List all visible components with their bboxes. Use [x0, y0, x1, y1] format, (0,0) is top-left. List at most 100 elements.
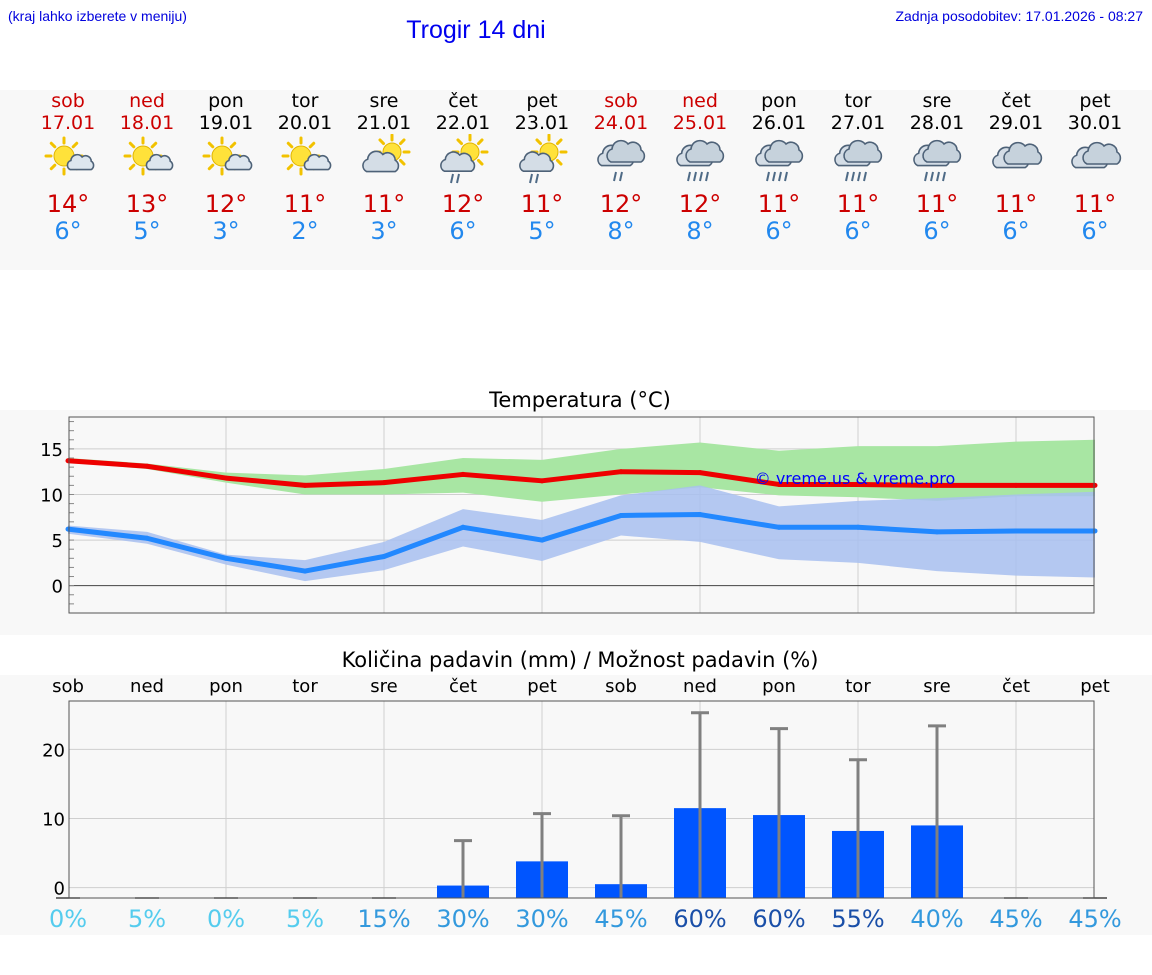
max-temp-line-point — [144, 463, 150, 469]
day-name: čet — [1001, 90, 1031, 112]
day-date: 28.01 — [909, 112, 965, 134]
sun-cloud-rain-icon — [518, 134, 567, 184]
menu-hint: (kraj lahko izberete v meniju) — [8, 8, 187, 24]
min-temp-line-point — [539, 537, 545, 543]
day-min-temp: 6° — [1081, 217, 1109, 245]
day-min-temp: 6° — [844, 217, 872, 245]
precip-probability: 30% — [515, 905, 568, 933]
day-min-temp: 2° — [291, 217, 319, 245]
max-temp-line-point — [381, 480, 387, 486]
precip-probability: 45% — [989, 905, 1042, 933]
precipitation-chart: 0 10 20 sob ned pon tor sre čet pet sob ned pon tor sr… — [42, 676, 1122, 933]
y-tick-label: 10 — [42, 810, 65, 831]
day-min-temp: 8° — [607, 217, 635, 245]
day-max-temp: 12° — [204, 190, 248, 218]
day-date: 18.01 — [119, 112, 175, 134]
day-name: čet — [448, 90, 478, 112]
day-date: 29.01 — [988, 112, 1044, 134]
max-temp-line — [67, 458, 1095, 488]
precip-probability: 30% — [436, 905, 489, 933]
day-min-temp: 3° — [212, 217, 240, 245]
day-date: 30.01 — [1067, 112, 1123, 134]
min-temp-line-point — [618, 512, 624, 518]
precip-probability: 45% — [1068, 905, 1121, 933]
day-min-temp: 5° — [528, 217, 556, 245]
last-update: Zadnja posodobitev: 17.01.2026 - 08:27 — [895, 8, 1143, 24]
day-max-temp: 11° — [994, 190, 1038, 218]
y-tick-label: 15 — [40, 440, 63, 461]
day-max-temp: 11° — [836, 190, 880, 218]
day-max-temp: 11° — [283, 190, 327, 218]
day-name: ned — [682, 90, 718, 112]
day-name: pet — [526, 90, 558, 112]
day-min-temp: 6° — [765, 217, 793, 245]
max-temp-line-point — [934, 482, 940, 488]
precip-probability: 0% — [207, 905, 245, 933]
max-temp-line-point — [1013, 482, 1019, 488]
day-name: sre — [369, 90, 399, 112]
day-max-temp: 11° — [520, 190, 564, 218]
day-max-temp: 12° — [678, 190, 722, 218]
temperature-chart-title: Temperatura (°C) — [489, 388, 671, 412]
x-category-label: tor — [292, 676, 318, 697]
x-category-label: čet — [1002, 676, 1030, 697]
cloud-heavy-rain-icon — [675, 139, 724, 182]
max-temp-line-point — [697, 470, 703, 476]
day-date: 20.01 — [277, 112, 333, 134]
day-min-temp: 6° — [449, 217, 477, 245]
day-date: 21.01 — [356, 112, 412, 134]
daily-forecast: sob 17.01 14° 6° ned 18.01 13° 5° pon 19.01 12° 3° t… — [0, 90, 1152, 270]
min-temp-band — [68, 485, 1095, 582]
precip-probability: 60% — [752, 905, 805, 933]
watermark: © vreme.us & vreme.pro — [755, 469, 956, 488]
day-date: 27.01 — [830, 112, 886, 134]
precip-probability: 60% — [673, 905, 726, 933]
cloud-rain-icon — [596, 139, 645, 182]
min-temp-line — [67, 512, 1095, 574]
cloudy-sunny-icon — [361, 134, 410, 173]
day-max-temp: 14° — [46, 190, 90, 218]
min-temp-line-point — [65, 526, 71, 532]
page-title: Trogir 14 dni — [406, 16, 546, 44]
day-name: tor — [844, 90, 872, 112]
precip-probability: 55% — [831, 905, 884, 933]
daily-forecast-band — [0, 90, 1152, 270]
day-max-temp: 12° — [441, 190, 485, 218]
day-name: pet — [1079, 90, 1111, 112]
precip-probability: 40% — [910, 905, 963, 933]
day-date: 25.01 — [672, 112, 728, 134]
day-max-temp: 12° — [599, 190, 643, 218]
y-tick-label: 10 — [40, 485, 63, 506]
day-max-temp: 13° — [125, 190, 169, 218]
precip-probability: 15% — [357, 905, 410, 933]
precip-probability: 5% — [286, 905, 324, 933]
x-category-label: pet — [1080, 676, 1110, 697]
min-temp-line-point — [144, 535, 150, 541]
x-category-label: ned — [683, 676, 717, 697]
cloud-heavy-rain-icon — [754, 139, 803, 182]
day-max-temp: 11° — [757, 190, 801, 218]
day-date: 23.01 — [514, 112, 570, 134]
y-tick-label: 0 — [54, 879, 65, 900]
min-temp-line-point — [697, 512, 703, 518]
max-temp-line-point — [539, 478, 545, 484]
day-date: 17.01 — [40, 112, 96, 134]
x-category-label: sob — [52, 676, 84, 697]
day-date: 26.01 — [751, 112, 807, 134]
x-category-label: pon — [209, 676, 243, 697]
day-min-temp: 5° — [133, 217, 161, 245]
day-max-temp: 11° — [915, 190, 959, 218]
precipitation-chart-title: Količina padavin (mm) / Možnost padavin … — [341, 648, 819, 672]
x-category-label: pet — [527, 676, 557, 697]
precip-probability: 45% — [594, 905, 647, 933]
day-min-temp: 6° — [1002, 217, 1030, 245]
day-min-temp: 8° — [686, 217, 714, 245]
day-name: pon — [208, 90, 244, 112]
max-temp-line-point — [776, 481, 782, 487]
day-name: pon — [761, 90, 797, 112]
day-name: sob — [51, 90, 85, 112]
day-date: 22.01 — [435, 112, 491, 134]
sunny-partly-cloudy-icon — [44, 136, 94, 176]
day-min-temp: 3° — [370, 217, 398, 245]
y-tick-label: 5 — [52, 531, 63, 552]
